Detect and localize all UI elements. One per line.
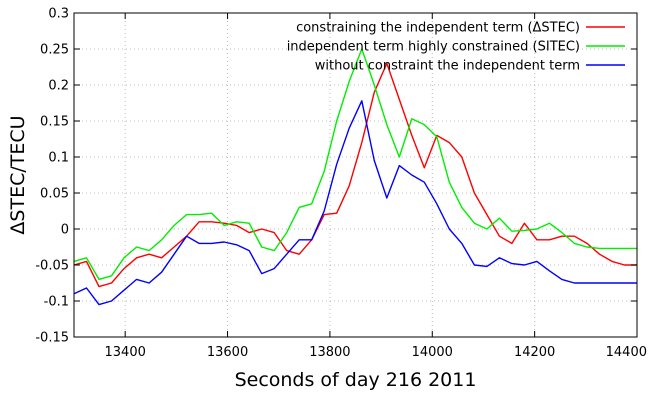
y-tick-label: 0.05	[40, 187, 69, 202]
plot-frame	[73, 12, 638, 338]
series-line-0	[73, 62, 637, 288]
legend-label: without constraint the independent term	[315, 59, 580, 74]
y-tick-label: -0.15	[35, 331, 69, 346]
x-tick-label: 14000	[412, 345, 453, 360]
legend-label: independent term highly constrained (SIT…	[287, 40, 580, 55]
y-tick-label: -0.1	[44, 295, 69, 310]
x-tick-label: 13600	[207, 345, 248, 360]
legend: constraining the independent term (ΔSTEC…	[287, 21, 625, 74]
y-tick-label: 0.3	[48, 7, 69, 22]
y-tick-label: 0.25	[40, 43, 69, 58]
ticks	[74, 12, 638, 338]
series-line-1	[73, 48, 637, 281]
y-tick-label: 0.1	[48, 151, 69, 166]
y-tick-label: 0.15	[40, 115, 69, 130]
legend-label: constraining the independent term (ΔSTEC…	[296, 21, 580, 36]
x-tick-label: 13800	[309, 345, 350, 360]
y-axis-label: ΔSTEC/TECU	[7, 115, 29, 234]
y-tick-label: -0.05	[35, 259, 69, 274]
x-tick-label: 14200	[514, 345, 555, 360]
series-lines	[73, 48, 637, 306]
x-axis-label: Seconds of day 216 2011	[235, 369, 477, 391]
x-tick-label: 13400	[105, 345, 146, 360]
y-tick-label: 0	[61, 223, 69, 238]
y-tick-label: 0.2	[48, 79, 69, 94]
series-line-2	[73, 100, 637, 306]
x-tick-label: 14400	[606, 345, 647, 360]
tick-labels: -0.15 -0.1 -0.05 0 0.05 0.1 0.15 0.2 0.25 0.3 1340…	[35, 7, 647, 361]
